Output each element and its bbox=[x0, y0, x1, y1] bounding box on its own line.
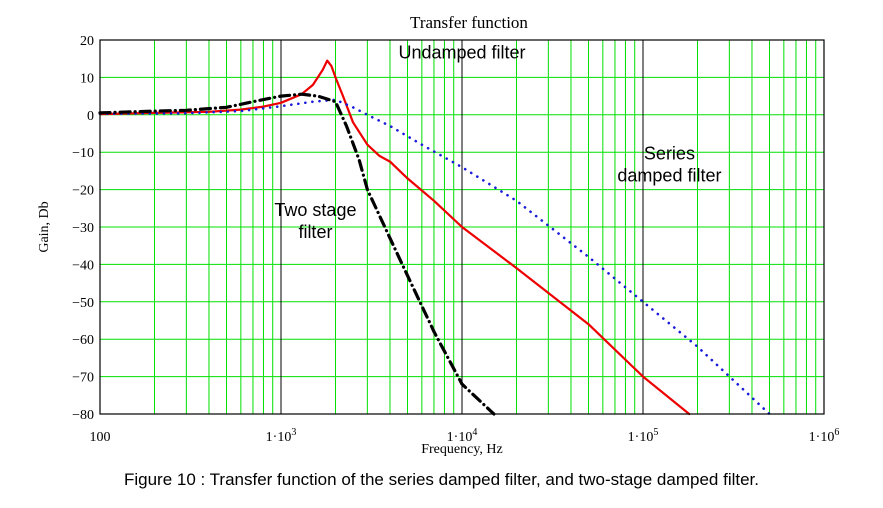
y-axis-label: Gain, Db bbox=[37, 201, 52, 252]
series-line-undamped bbox=[98, 59, 691, 416]
annotation-series-label: damped filter bbox=[617, 166, 721, 186]
series-line-two-stage bbox=[98, 92, 496, 416]
series-line-series-damped bbox=[98, 98, 771, 416]
grid bbox=[99, 39, 825, 415]
chart-title: Transfer function bbox=[410, 13, 528, 32]
series-layer bbox=[98, 59, 771, 416]
y-tick-label: 20 bbox=[80, 34, 94, 49]
y-tick-label: −80 bbox=[72, 408, 94, 423]
annotation-two-stage-label: Two stage bbox=[274, 200, 356, 220]
y-tick-label: −10 bbox=[72, 146, 94, 161]
figure-caption: Figure 10 : Transfer function of the ser… bbox=[123, 470, 759, 489]
x-axis-label: Frequency, Hz bbox=[421, 442, 503, 457]
x-tick-label: 100 bbox=[90, 430, 111, 445]
transfer-function-chart: Transfer function 20100−10−20−30−40−50−6… bbox=[37, 13, 840, 457]
y-tick-label: −50 bbox=[72, 296, 94, 311]
y-tick-label: −70 bbox=[72, 371, 94, 386]
x-tick-label: 1·106 bbox=[809, 427, 840, 445]
y-tick-labels: 20 10 0 −10 −20 −30 −40 −50 −60 −70 −80 bbox=[72, 34, 94, 423]
y-tick-label: −60 bbox=[72, 333, 94, 348]
annotation-undamped-label: Undamped filter bbox=[398, 43, 525, 63]
x-tick-label: 1·105 bbox=[628, 427, 659, 445]
y-tick-label: 10 bbox=[80, 71, 94, 86]
y-tick-label: −40 bbox=[72, 258, 94, 273]
annotation-two-stage-label: filter bbox=[298, 222, 332, 242]
plot-frame bbox=[99, 39, 825, 415]
y-tick-label: −30 bbox=[72, 221, 94, 236]
annotation-series-label: Series bbox=[644, 144, 695, 164]
y-tick-label: 0 bbox=[87, 109, 94, 124]
x-tick-label: 1·103 bbox=[266, 427, 297, 445]
x-tick-labels: 100 1·103 1·104 1·105 1·106 bbox=[90, 427, 840, 445]
y-tick-label: −20 bbox=[72, 184, 94, 199]
x-tick-label: 1·104 bbox=[447, 427, 478, 445]
